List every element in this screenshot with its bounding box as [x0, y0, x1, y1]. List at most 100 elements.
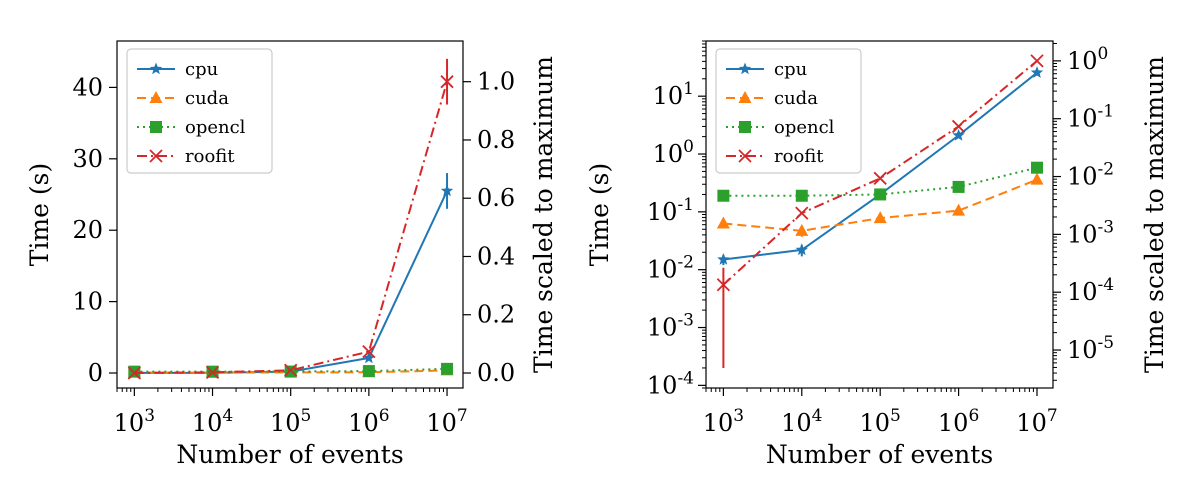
- data-point-roofit: [440, 75, 454, 89]
- data-point-cuda: [1030, 172, 1044, 185]
- y-tick-label: 20: [72, 216, 103, 244]
- data-point-cpu: [1030, 66, 1044, 78]
- series-opencl: [717, 161, 1043, 202]
- y-tick-label: 10-1: [647, 195, 694, 226]
- data-point-roofit: [716, 278, 731, 292]
- y-axis-left: 0 10 20 30 40 Time (s): [25, 73, 117, 387]
- legend: cpu cuda opencl roofit: [126, 48, 273, 174]
- x-tick-label: 107: [1016, 406, 1057, 437]
- legend-label-roofit: roofit: [774, 146, 824, 167]
- x-axis: 103 104 105 106 107 Number of events: [703, 388, 1058, 469]
- data-point-opencl: [795, 189, 808, 202]
- x-axis-label: Number of events: [176, 440, 403, 469]
- legend-box: [715, 48, 862, 174]
- data-point-opencl: [717, 189, 730, 202]
- linear-panel: 103 104 105 106 107 Number of events 0 10 20 30 40…: [25, 40, 558, 469]
- legend-label-cpu: cpu: [774, 59, 807, 80]
- series-cuda: [716, 172, 1044, 237]
- y-tick-label: 10-3: [647, 311, 694, 342]
- data-point-roofit: [362, 344, 376, 359]
- x-tick-label: 105: [270, 406, 311, 437]
- legend-marker-cuda: [149, 91, 163, 103]
- y-axis-left: 10-4 10-3 10-2 10-1 100 101 Time (s): [585, 40, 706, 399]
- y2-tick-label: 0.2: [477, 301, 515, 329]
- y2-tick-label: 10-2: [1067, 160, 1114, 191]
- y-axis-right: 0.0 0.2 0.4 0.6 0.8 1.0 Time scaled to maximum: [463, 56, 558, 387]
- x-tick-label: 103: [114, 406, 155, 437]
- y2-tick-label: 0.4: [477, 242, 515, 270]
- data-point-roofit: [1030, 54, 1044, 68]
- legend-label-opencl: opencl: [774, 117, 835, 138]
- legend-marker-cpu: [149, 62, 163, 75]
- legend-marker-opencl: [739, 121, 751, 133]
- data-point-roofit: [127, 366, 141, 380]
- y2-tick-label: 10-5: [1067, 333, 1114, 364]
- legend-label-opencl: opencl: [185, 117, 246, 138]
- data-point-cuda: [952, 203, 966, 216]
- y-tick-label: 0: [88, 359, 103, 387]
- data-point-cpu: [440, 184, 454, 197]
- legend: cpu cuda opencl roofit: [715, 48, 862, 174]
- legend-marker-roofit: [149, 149, 163, 163]
- legend-marker-cpu: [738, 62, 752, 75]
- legend-label-roofit: roofit: [185, 146, 235, 167]
- y2-tick-label: 10-1: [1067, 102, 1114, 133]
- axes-frame: [116, 40, 464, 389]
- y2-tick-label: 10-3: [1067, 217, 1114, 248]
- data-point-opencl: [441, 362, 454, 375]
- y2-tick-label: 1.0: [477, 68, 515, 96]
- x-axis: 103 104 105 106 107 Number of events: [114, 388, 468, 469]
- series-roofit: [716, 54, 1044, 368]
- data-point-cuda: [795, 223, 809, 236]
- series-line-cpu: [134, 190, 448, 374]
- y-tick-label: 40: [72, 73, 103, 101]
- legend-label-cuda: cuda: [774, 88, 818, 109]
- x-axis-label: Number of events: [766, 440, 993, 469]
- data-point-cpu: [952, 128, 965, 141]
- data-point-opencl: [284, 365, 297, 378]
- y-tick-label: 100: [653, 137, 694, 168]
- data-point-cpu: [795, 243, 808, 256]
- data-point-opencl: [128, 365, 141, 378]
- data-point-roofit: [873, 171, 887, 185]
- x-tick-label: 107: [426, 406, 467, 437]
- legend-box: [126, 48, 273, 174]
- legend-marker-roofit: [738, 149, 752, 163]
- y2-tick-label: 100: [1067, 44, 1108, 75]
- data-point-cuda: [716, 216, 730, 229]
- y-tick-label: 10-4: [647, 368, 694, 399]
- data-point-roofit: [205, 365, 220, 379]
- y2-tick-label: 10-4: [1067, 275, 1114, 306]
- plot-area: [127, 58, 454, 380]
- y2-tick-label: 0.6: [477, 184, 515, 212]
- y-tick-label: 101: [653, 79, 694, 110]
- x-tick-label: 105: [860, 406, 901, 437]
- y-tick-label: 10-2: [647, 253, 694, 284]
- legend-marker-opencl: [150, 121, 162, 133]
- legend-marker-cuda: [738, 91, 752, 103]
- data-point-roofit: [951, 119, 966, 134]
- x-tick-label: 104: [192, 406, 233, 437]
- plot-area: [716, 54, 1044, 368]
- y-tick-label: 30: [72, 145, 103, 173]
- data-point-opencl: [874, 188, 887, 201]
- legend-label-cuda: cuda: [185, 88, 229, 109]
- series-cpu: [128, 173, 454, 379]
- series-line-cuda: [723, 178, 1038, 232]
- data-point-opencl: [1030, 161, 1043, 174]
- y-axis-label: Time (s): [25, 163, 54, 266]
- y-axis-label: Time (s): [585, 163, 614, 266]
- data-point-roofit: [795, 206, 809, 220]
- data-point-opencl: [362, 365, 375, 378]
- y2-axis-label: Time scaled to maximum: [1140, 56, 1169, 373]
- x-tick-label: 106: [348, 406, 389, 437]
- data-point-opencl: [952, 180, 965, 193]
- y-tick-label: 10: [72, 288, 103, 316]
- legend-label-cpu: cpu: [185, 59, 218, 80]
- y2-tick-label: 0.0: [477, 359, 515, 387]
- series-roofit: [127, 58, 454, 380]
- y2-tick-label: 0.8: [477, 126, 515, 154]
- data-point-cpu: [362, 351, 376, 364]
